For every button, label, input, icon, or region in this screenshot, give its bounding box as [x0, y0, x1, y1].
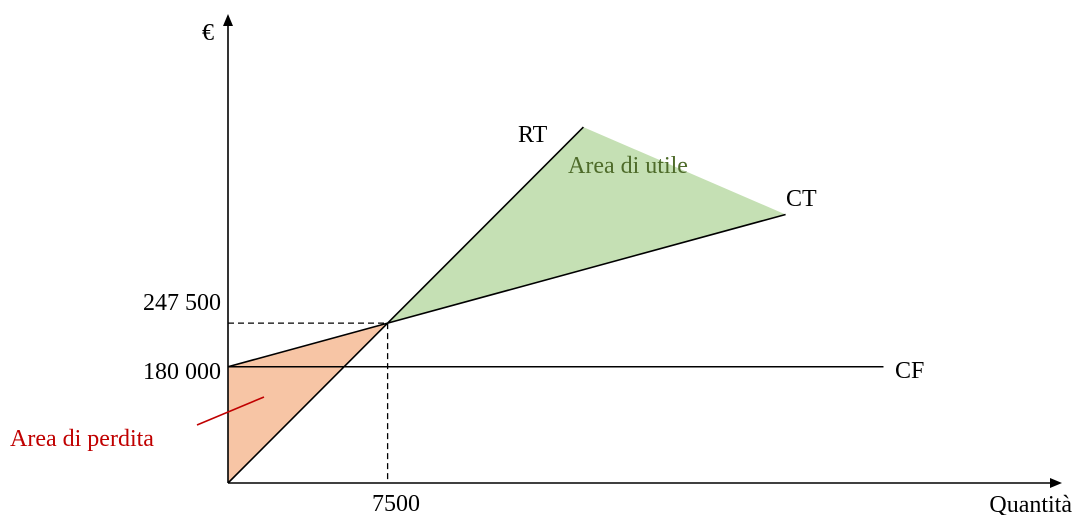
series-label-rt: RT [518, 122, 548, 148]
profit-area-label: Area di utile [568, 153, 688, 179]
y-tick-label-180000: 180 000 [143, 359, 221, 385]
x-tick-label-7500: 7500 [372, 491, 420, 515]
y-axis-label: € [202, 20, 214, 46]
x-axis-label: Quantità [989, 492, 1072, 515]
x-axis-arrowhead [1050, 478, 1062, 488]
series-line-rt [227, 126, 584, 484]
y-axis-arrowhead [223, 14, 233, 26]
y-tick-label-247500: 247 500 [143, 290, 221, 316]
loss-area-pointer [196, 396, 265, 426]
profit-area [387, 127, 786, 324]
series-line-ct [227, 213, 786, 368]
loss-area-label: Area di perdita [10, 426, 154, 452]
series-label-ct: CT [786, 186, 817, 212]
series-label-cf: CF [895, 358, 924, 384]
